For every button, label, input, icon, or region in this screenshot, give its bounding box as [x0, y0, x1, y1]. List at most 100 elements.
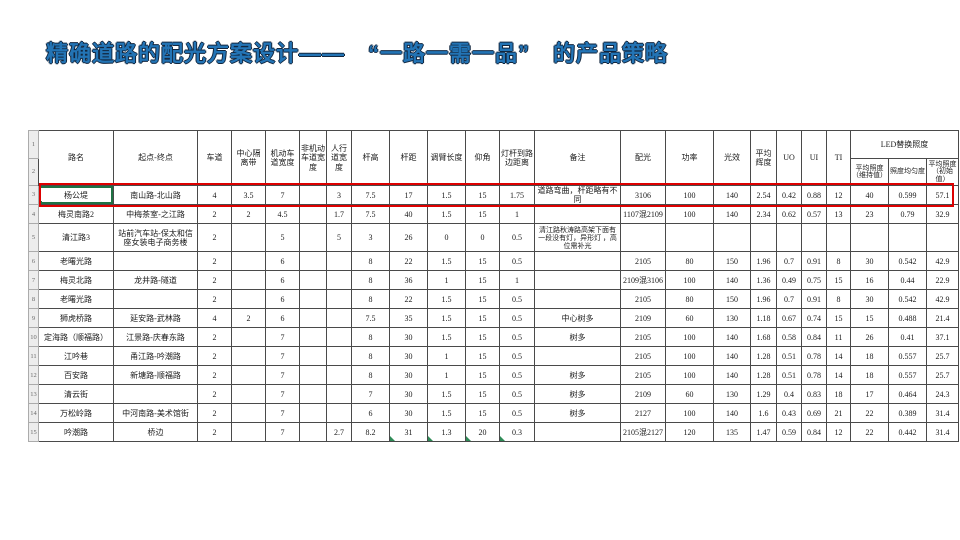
table-cell[interactable]: 0.59: [776, 422, 802, 443]
table-cell[interactable]: 0.91: [801, 251, 827, 272]
column-header[interactable]: 机动车道宽度: [265, 130, 300, 186]
table-cell[interactable]: 2109混3106: [620, 270, 666, 291]
table-cell[interactable]: 2: [197, 251, 232, 272]
table-cell[interactable]: 100: [665, 327, 714, 348]
table-cell[interactable]: 15: [465, 184, 500, 206]
table-cell[interactable]: 15: [465, 384, 500, 405]
table-cell[interactable]: 1: [427, 270, 466, 291]
table-cell[interactable]: [534, 422, 621, 443]
table-cell[interactable]: 0.74: [801, 308, 827, 329]
table-cell[interactable]: 0.41: [888, 327, 927, 348]
row-number[interactable]: 1: [28, 130, 39, 159]
table-cell[interactable]: 6: [265, 308, 300, 329]
table-cell[interactable]: 0.78: [801, 346, 827, 367]
table-cell[interactable]: 30: [850, 289, 889, 310]
table-cell[interactable]: 7.5: [351, 308, 390, 329]
table-cell[interactable]: [826, 223, 851, 253]
table-cell[interactable]: 0.69: [801, 403, 827, 424]
table-cell[interactable]: 8: [351, 289, 390, 310]
table-cell[interactable]: 0.7: [776, 289, 802, 310]
table-cell[interactable]: [113, 251, 198, 272]
column-header[interactable]: 仰角: [465, 130, 500, 186]
table-cell[interactable]: 2: [197, 223, 232, 253]
row-number[interactable]: 11: [28, 346, 39, 367]
table-cell[interactable]: [299, 384, 327, 405]
table-cell[interactable]: [801, 223, 827, 253]
table-cell[interactable]: 31.4: [926, 403, 959, 424]
table-cell[interactable]: 1107混2109: [620, 204, 666, 225]
table-cell[interactable]: 6: [265, 270, 300, 291]
table-cell[interactable]: 12: [826, 184, 851, 206]
row-number[interactable]: 5: [28, 223, 39, 253]
column-header[interactable]: UI: [801, 130, 827, 186]
table-cell[interactable]: 23: [850, 204, 889, 225]
table-cell[interactable]: 100: [665, 346, 714, 367]
column-subheader[interactable]: 平均照度（初始值）: [926, 158, 959, 186]
table-cell[interactable]: 江景路-庆春东路: [113, 327, 198, 348]
table-cell[interactable]: 0.542: [888, 289, 927, 310]
table-cell[interactable]: 0.78: [801, 365, 827, 386]
column-header-led-group[interactable]: LED替换照度: [850, 130, 959, 159]
table-cell[interactable]: 150: [713, 251, 751, 272]
table-cell[interactable]: 2: [197, 327, 232, 348]
table-cell[interactable]: 0.5: [499, 384, 535, 405]
table-cell[interactable]: 40: [850, 184, 889, 206]
table-cell[interactable]: 7: [265, 184, 300, 206]
table-cell[interactable]: [326, 289, 352, 310]
table-cell[interactable]: 0.67: [776, 308, 802, 329]
table-cell[interactable]: [299, 289, 327, 310]
table-cell[interactable]: 26: [850, 327, 889, 348]
table-cell[interactable]: 35: [389, 308, 428, 329]
table-cell[interactable]: [534, 289, 621, 310]
table-cell[interactable]: 140: [713, 365, 751, 386]
table-cell[interactable]: 11: [826, 327, 851, 348]
table-cell[interactable]: [299, 327, 327, 348]
table-cell[interactable]: [299, 403, 327, 424]
row-number[interactable]: 6: [28, 251, 39, 272]
table-cell[interactable]: 21: [826, 403, 851, 424]
table-cell[interactable]: [850, 223, 889, 253]
table-cell[interactable]: 8: [351, 346, 390, 367]
table-cell[interactable]: [776, 223, 802, 253]
table-cell[interactable]: 15: [465, 308, 500, 329]
table-cell[interactable]: [231, 365, 266, 386]
table-cell[interactable]: 22: [389, 289, 428, 310]
table-cell[interactable]: 3.5: [231, 184, 266, 206]
table-cell[interactable]: 60: [665, 384, 714, 405]
table-cell[interactable]: 吟潮路: [38, 422, 114, 443]
table-cell[interactable]: 树多: [534, 327, 621, 348]
table-cell[interactable]: 3106: [620, 184, 666, 206]
table-cell[interactable]: 32.9: [926, 204, 959, 225]
table-cell[interactable]: 2127: [620, 403, 666, 424]
table-cell[interactable]: 树多: [534, 403, 621, 424]
table-cell[interactable]: 0.75: [801, 270, 827, 291]
table-cell[interactable]: 22: [850, 422, 889, 443]
table-cell[interactable]: 0.5: [499, 403, 535, 424]
table-cell[interactable]: 1.47: [750, 422, 777, 443]
table-cell[interactable]: 7: [265, 365, 300, 386]
table-cell[interactable]: [534, 251, 621, 272]
column-header[interactable]: TI: [826, 130, 851, 186]
column-header[interactable]: UO: [776, 130, 802, 186]
table-cell[interactable]: 7.5: [351, 184, 390, 206]
table-cell[interactable]: 0.42: [776, 184, 802, 206]
table-cell[interactable]: 30: [389, 365, 428, 386]
table-cell[interactable]: 140: [713, 184, 751, 206]
table-cell[interactable]: 8: [351, 327, 390, 348]
table-cell[interactable]: 1.3: [427, 422, 466, 443]
table-cell[interactable]: 站前汽车站-保太和信座女装电子商务楼: [113, 223, 198, 253]
table-cell[interactable]: [326, 384, 352, 405]
table-cell[interactable]: 26: [389, 223, 428, 253]
table-cell[interactable]: 13: [826, 204, 851, 225]
table-cell[interactable]: 2: [197, 346, 232, 367]
table-cell[interactable]: 0.58: [776, 327, 802, 348]
table-cell[interactable]: 15: [826, 308, 851, 329]
table-cell[interactable]: [534, 270, 621, 291]
row-number[interactable]: 3: [28, 184, 39, 206]
table-cell[interactable]: 2105: [620, 346, 666, 367]
table-cell[interactable]: [326, 327, 352, 348]
table-cell[interactable]: 100: [665, 403, 714, 424]
table-cell[interactable]: 1.96: [750, 289, 777, 310]
table-cell[interactable]: 1.5: [427, 289, 466, 310]
table-cell[interactable]: [299, 270, 327, 291]
